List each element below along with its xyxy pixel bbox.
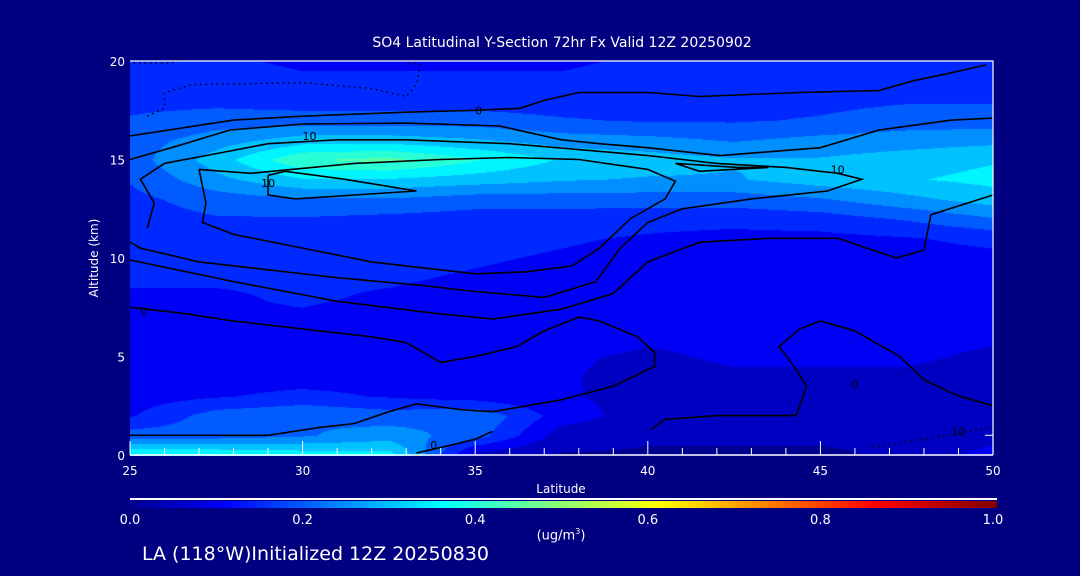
y-tick-label: 20 xyxy=(110,55,125,69)
contour-label: 0 xyxy=(430,439,437,452)
contour-line xyxy=(146,60,421,117)
contour-label: 10 xyxy=(831,163,845,176)
colorbar-tick-label: 0.8 xyxy=(810,513,831,528)
units-text: (ug/m xyxy=(536,528,576,544)
colorbar xyxy=(130,501,997,508)
units-superscript: 3 xyxy=(575,527,581,536)
colorbar-tick-label: 0.0 xyxy=(119,513,141,528)
x-axis-label: Latitude xyxy=(536,482,586,496)
chart-title: SO4 Latitudinal Y-Section 72hr Fx Valid … xyxy=(372,35,752,51)
x-tick-label: 50 xyxy=(985,464,1000,478)
y-axis-label: Altitude (km) xyxy=(87,218,101,298)
contour-line xyxy=(133,56,183,64)
x-tick-label: 45 xyxy=(813,464,828,478)
y-tick-label: 0 xyxy=(117,449,125,463)
colorbar-units: (ug/m3) xyxy=(537,527,586,543)
contour-label: 10 xyxy=(951,425,965,438)
contour-line xyxy=(129,117,994,161)
contour-label: 10 xyxy=(303,130,317,143)
y-tick-label: 5 xyxy=(117,351,125,365)
x-tick-label: 35 xyxy=(468,464,483,478)
contour-line xyxy=(198,156,677,275)
contour-line xyxy=(675,162,769,173)
x-tick-label: 40 xyxy=(640,464,655,478)
contour-line xyxy=(872,426,994,448)
contour-label: 0 xyxy=(140,305,147,318)
contour-line xyxy=(416,430,493,454)
x-tick-label: 30 xyxy=(295,464,310,478)
units-close: ) xyxy=(580,528,586,544)
colorbar-tick-label: 1.0 xyxy=(982,513,1004,528)
footer-caption: LA (118°W)Initialized 12Z 20250830 xyxy=(142,543,489,565)
colorbar-tick-label: 0.4 xyxy=(464,513,486,528)
contour-line xyxy=(129,64,987,137)
contour-line xyxy=(129,306,656,437)
colorbar-tick-label: 0.2 xyxy=(292,513,313,528)
plot-frame xyxy=(130,60,994,455)
y-tick-label: 15 xyxy=(110,154,125,168)
contour-line xyxy=(129,139,865,299)
contour-label: 0 xyxy=(475,104,482,117)
contour-label: 10 xyxy=(261,177,275,190)
contour-line xyxy=(267,170,417,200)
contour-line xyxy=(129,194,994,320)
contour-line xyxy=(650,320,994,431)
colorbar-divider xyxy=(130,498,997,500)
y-tick-label: 10 xyxy=(110,252,125,266)
contour-label: 0 xyxy=(851,378,858,391)
colorbar-tick-label: 0.6 xyxy=(637,513,659,528)
x-tick-label: 25 xyxy=(122,464,137,478)
